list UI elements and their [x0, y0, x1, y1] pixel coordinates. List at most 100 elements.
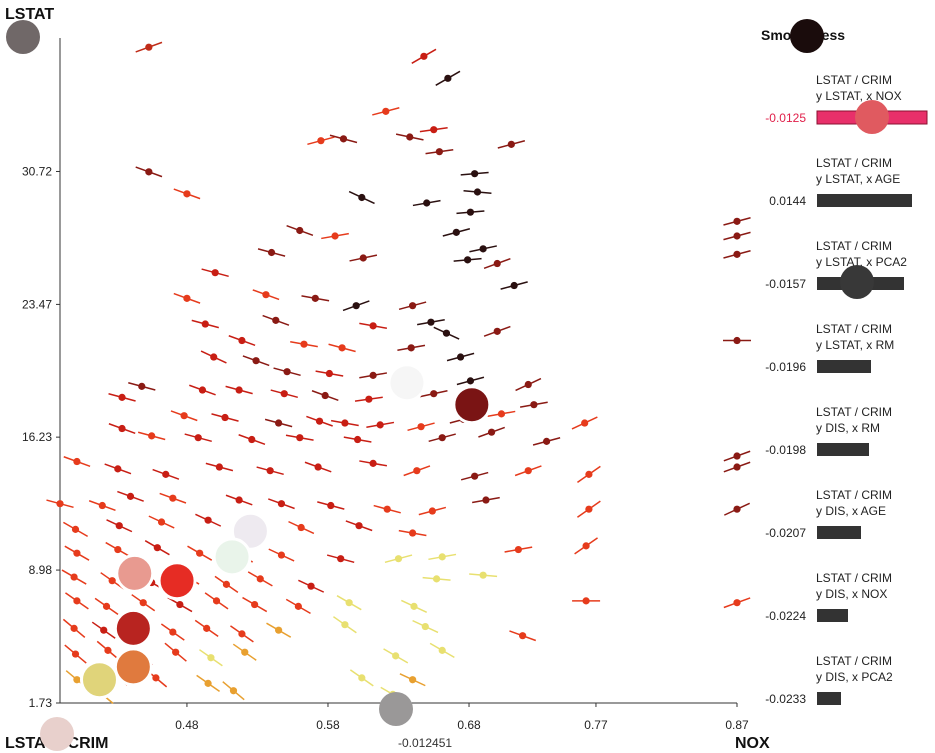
- smoothness-item[interactable]: LSTAT / CRIM y LSTAT, x NOX -0.0125: [765, 73, 928, 125]
- data-point: [290, 340, 318, 348]
- data-point: [100, 572, 125, 590]
- data-point: [469, 245, 497, 253]
- panel-item3-marker[interactable]: [840, 265, 874, 299]
- point-dot: [297, 523, 305, 532]
- data-point: [159, 492, 187, 504]
- data-point: [128, 382, 156, 391]
- data-point: [173, 188, 201, 200]
- data-point: [63, 456, 91, 468]
- ylabel-marker[interactable]: [6, 20, 40, 54]
- data-point: [359, 371, 388, 379]
- data-point: [343, 435, 372, 444]
- data-point: [46, 499, 74, 509]
- panel-title-marker[interactable]: [790, 19, 824, 53]
- point-dot: [407, 344, 415, 352]
- data-point: [247, 571, 273, 587]
- point-dot: [198, 386, 207, 394]
- bottom-value-marker[interactable]: [379, 692, 413, 726]
- point-dot: [215, 463, 223, 471]
- item-label-line1: LSTAT / CRIM: [816, 156, 892, 170]
- x-tick-label: 0.58: [316, 718, 340, 732]
- y-tick-label: 23.47: [22, 297, 52, 311]
- smoothness-item[interactable]: LSTAT / CRIM y LSTAT, x AGE 0.0144: [769, 156, 912, 208]
- data-point: [412, 199, 441, 207]
- data-point: [417, 318, 445, 326]
- data-point: [723, 250, 751, 259]
- data-point: [321, 232, 349, 240]
- data-point: [328, 343, 356, 353]
- point-dot: [423, 199, 431, 207]
- item-value: 0.0144: [769, 194, 806, 208]
- corner-marker[interactable]: [40, 717, 74, 751]
- point-dot: [204, 679, 212, 687]
- point-dot: [169, 628, 177, 636]
- data-point: [373, 504, 401, 514]
- data-point: [483, 258, 511, 270]
- item-bar: [817, 360, 871, 373]
- panel-highlight-marker[interactable]: [855, 100, 889, 134]
- point-dot: [339, 135, 348, 143]
- point-dot: [421, 622, 429, 631]
- data-point: [225, 385, 253, 395]
- point-dot: [585, 470, 593, 478]
- point-dot: [211, 269, 219, 277]
- data-point: [62, 618, 86, 638]
- item-value: -0.0157: [765, 277, 806, 291]
- point-dot: [444, 74, 452, 82]
- data-point: [330, 419, 359, 427]
- point-dot: [212, 597, 221, 605]
- highlight-bubble[interactable]: [113, 608, 153, 648]
- smoothness-item[interactable]: LSTAT / CRIM y LSTAT, x RM -0.0196: [765, 322, 894, 374]
- data-point: [88, 500, 116, 512]
- item-label-line2: y DIS, x RM: [816, 421, 880, 435]
- data-point: [359, 459, 388, 467]
- point-dot: [524, 467, 532, 475]
- point-dot: [341, 621, 349, 629]
- item-label-line1: LSTAT / CRIM: [816, 322, 892, 336]
- item-label-line2: y LSTAT, x AGE: [816, 172, 900, 186]
- point-dot: [294, 602, 302, 610]
- highlight-bubble[interactable]: [157, 561, 197, 601]
- point-dot: [71, 650, 80, 658]
- point-dot: [238, 336, 246, 345]
- highlight-bubble[interactable]: [452, 385, 492, 425]
- data-point: [359, 322, 388, 330]
- smoothness-item[interactable]: LSTAT / CRIM y LSTAT, x PCA2 -0.0157: [765, 239, 907, 291]
- point-dot: [275, 626, 283, 634]
- point-dot: [70, 624, 78, 632]
- data-point: [500, 281, 528, 290]
- data-point: [196, 674, 220, 693]
- data-point: [497, 139, 526, 149]
- point-dot: [221, 413, 229, 422]
- smoothness-item[interactable]: LSTAT / CRIM y DIS, x AGE -0.0207: [765, 488, 892, 540]
- data-point: [195, 513, 222, 527]
- item-label-line1: LSTAT / CRIM: [816, 654, 892, 668]
- data-point: [354, 395, 383, 403]
- highlight-bubble[interactable]: [79, 660, 119, 700]
- point-dot: [409, 302, 417, 310]
- smoothness-item[interactable]: LSTAT / CRIM y DIS, x RM -0.0198: [765, 405, 892, 457]
- data-point: [200, 350, 227, 364]
- x-axis-ticks: 0.48 0.58 0.68 0.77 0.87: [175, 703, 749, 732]
- smoothness-item[interactable]: LSTAT / CRIM y DIS, x NOX -0.0224: [765, 571, 892, 623]
- point-dot: [262, 291, 270, 299]
- highlight-bubble[interactable]: [387, 363, 427, 403]
- point-dot: [277, 551, 286, 559]
- highlight-bubble[interactable]: [113, 647, 153, 687]
- highlight-bubble[interactable]: [115, 553, 155, 593]
- data-point: [571, 416, 598, 430]
- point-dot: [582, 597, 590, 605]
- point-dot: [430, 390, 438, 398]
- highlight-bubble[interactable]: [212, 537, 252, 577]
- point-dot: [435, 148, 444, 156]
- data-point: [336, 595, 362, 611]
- data-point: [238, 434, 266, 446]
- smoothness-item[interactable]: LSTAT / CRIM y DIS, x PCA2 -0.0233: [765, 654, 893, 706]
- point-dot: [733, 452, 741, 460]
- item-label-line2: y LSTAT, x PCA2: [816, 255, 907, 269]
- point-dot: [430, 126, 438, 134]
- point-dot: [145, 168, 153, 176]
- data-point: [266, 622, 292, 638]
- data-point: [285, 598, 311, 615]
- point-dot: [114, 545, 122, 554]
